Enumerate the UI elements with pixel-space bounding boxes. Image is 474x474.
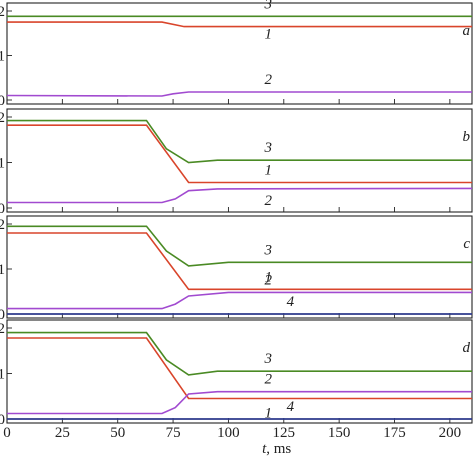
y-tick-label: 0 bbox=[0, 201, 5, 217]
x-tick-label: 100 bbox=[217, 425, 240, 441]
series-1-line bbox=[7, 232, 472, 291]
panel-label: d bbox=[463, 340, 471, 356]
x-tick-label: 125 bbox=[273, 425, 296, 441]
series-1-label: 1 bbox=[265, 269, 273, 285]
y-tick-label: .2 bbox=[0, 110, 5, 126]
series-3-line bbox=[7, 119, 472, 164]
series-1-line bbox=[7, 21, 472, 28]
series-3-label: 3 bbox=[264, 140, 273, 156]
series-2-label: 2 bbox=[265, 72, 273, 88]
panel-frame bbox=[6, 2, 473, 105]
series-4-label: 4 bbox=[287, 399, 295, 415]
y-tick-label: .2 bbox=[0, 217, 5, 233]
series-3-line bbox=[7, 331, 472, 376]
panel-label: c bbox=[463, 236, 470, 252]
x-axis-label: t, ms bbox=[262, 441, 291, 457]
x-tick-label: 175 bbox=[383, 425, 406, 441]
series-4-label: 4 bbox=[287, 294, 295, 310]
x-tick-label: 0 bbox=[3, 425, 11, 441]
y-tick-label: .2 bbox=[0, 4, 5, 20]
series-1-line bbox=[7, 124, 472, 184]
y-tick-label: 0 bbox=[0, 307, 5, 323]
series-1-label: 1 bbox=[265, 163, 273, 179]
y-tick-label: .1 bbox=[0, 156, 5, 172]
x-tick-label: 50 bbox=[110, 425, 125, 441]
series-2-line bbox=[7, 187, 473, 204]
series-1-label: 1 bbox=[265, 406, 273, 422]
series-2-label: 2 bbox=[265, 193, 273, 209]
panel-a: .2 .1 0 1 2 3 a bbox=[0, 0, 473, 109]
series-3-label: 3 bbox=[264, 351, 273, 367]
y-tick-label: 0 bbox=[0, 93, 5, 109]
panel-b: .2 .1 0 1 2 3 b bbox=[0, 108, 473, 217]
x-tick-label: 75 bbox=[166, 425, 181, 441]
series-1-label: 1 bbox=[265, 27, 273, 43]
y-tick-label: .1 bbox=[0, 367, 5, 383]
series-3-label: 3 bbox=[264, 242, 273, 258]
x-tick-label: 150 bbox=[328, 425, 351, 441]
series-1-line bbox=[7, 337, 472, 400]
panel-c: .2 .1 0 12 3 4 c bbox=[0, 215, 473, 323]
x-tick-label: 200 bbox=[439, 425, 462, 441]
panel-d: .2 .1 0 1 2 3 4 d bbox=[0, 319, 473, 428]
series-3-label: 3 bbox=[264, 0, 273, 12]
panel-label: a bbox=[463, 23, 471, 39]
y-tick-label: .1 bbox=[0, 262, 5, 278]
y-tick-label: .1 bbox=[0, 49, 5, 65]
panel-frame bbox=[6, 215, 473, 319]
panel-label: b bbox=[463, 129, 471, 145]
series-2-label: 2 bbox=[265, 272, 273, 288]
series-2-line bbox=[7, 291, 472, 310]
series-2-label: 2 bbox=[265, 372, 273, 388]
x-tick-label: 25 bbox=[55, 425, 70, 441]
y-tick-label: 0 bbox=[0, 412, 5, 428]
series-2-line bbox=[7, 390, 472, 415]
series-2-line bbox=[6, 91, 472, 97]
y-tick-label: .2 bbox=[0, 321, 5, 337]
series-3-line bbox=[7, 225, 472, 267]
